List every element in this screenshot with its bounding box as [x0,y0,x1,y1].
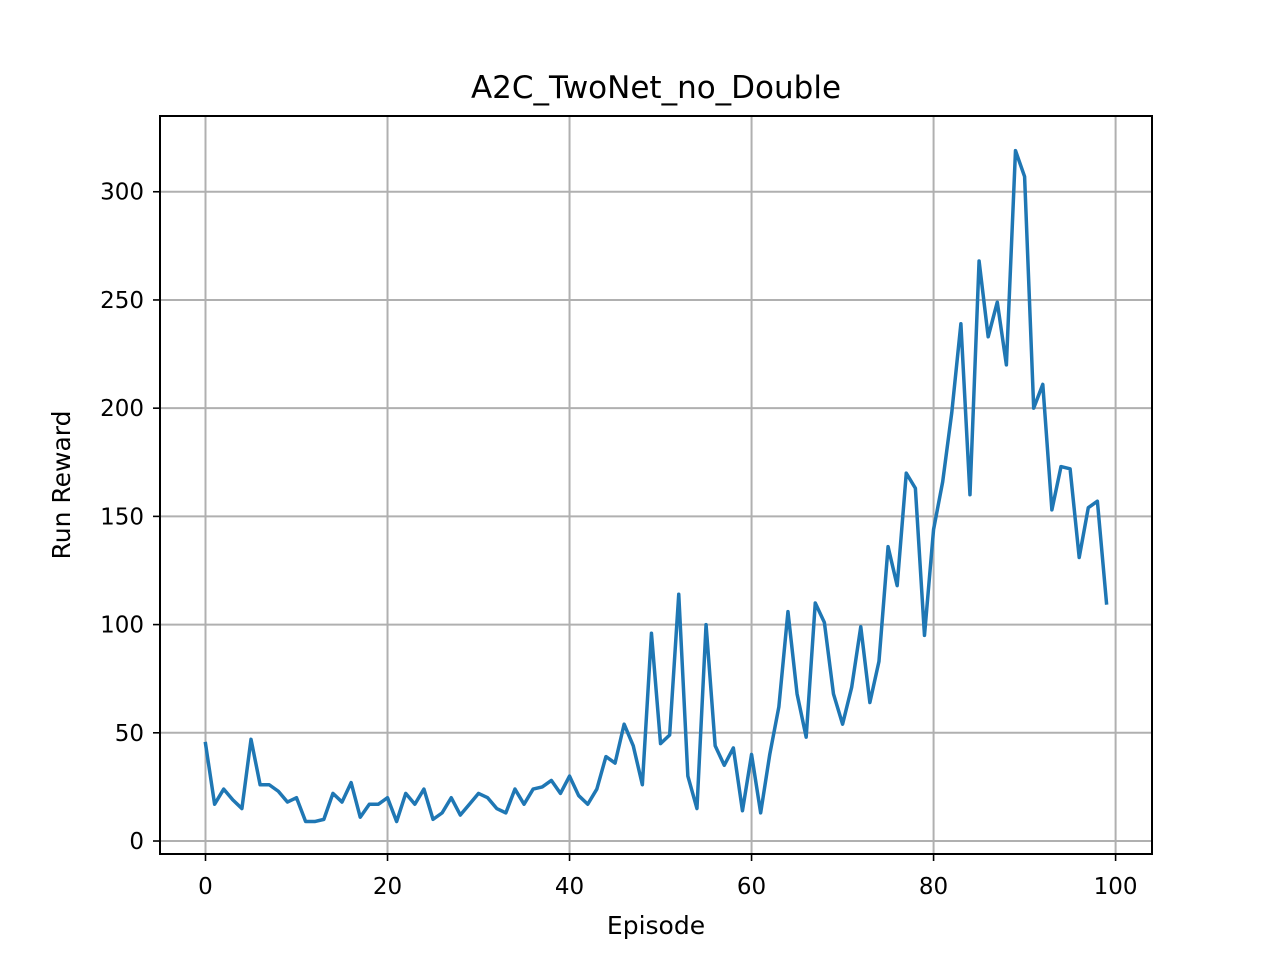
plot-frame [159,115,1153,855]
x-tick-label: 0 [198,874,213,900]
y-tick-label: 150 [100,504,144,530]
y-tick-label: 100 [100,613,144,639]
series-layer [203,148,1109,824]
x-axis-label: Episode [607,911,705,940]
x-tick-label: 20 [373,874,402,900]
y-tick-label: 0 [129,829,144,855]
x-tick-label: 60 [737,874,766,900]
x-tick-label: 80 [919,874,948,900]
y-tick-label: 200 [100,396,144,422]
series-line [203,148,1109,824]
y-axis-label: Run Reward [47,411,76,560]
chart-title: A2C_TwoNet_no_Double [471,70,841,106]
y-tick-label: 300 [100,180,144,206]
x-tick-label: 100 [1094,874,1138,900]
y-tick-label: 250 [100,288,144,314]
grid [160,116,1152,854]
y-tick-label: 50 [115,721,144,747]
y-axis-ticks: 0 50 100 150 200 250 300 [100,180,160,855]
x-axis-ticks: 0 20 40 60 80 100 [198,854,1138,900]
x-tick-label: 40 [555,874,584,900]
